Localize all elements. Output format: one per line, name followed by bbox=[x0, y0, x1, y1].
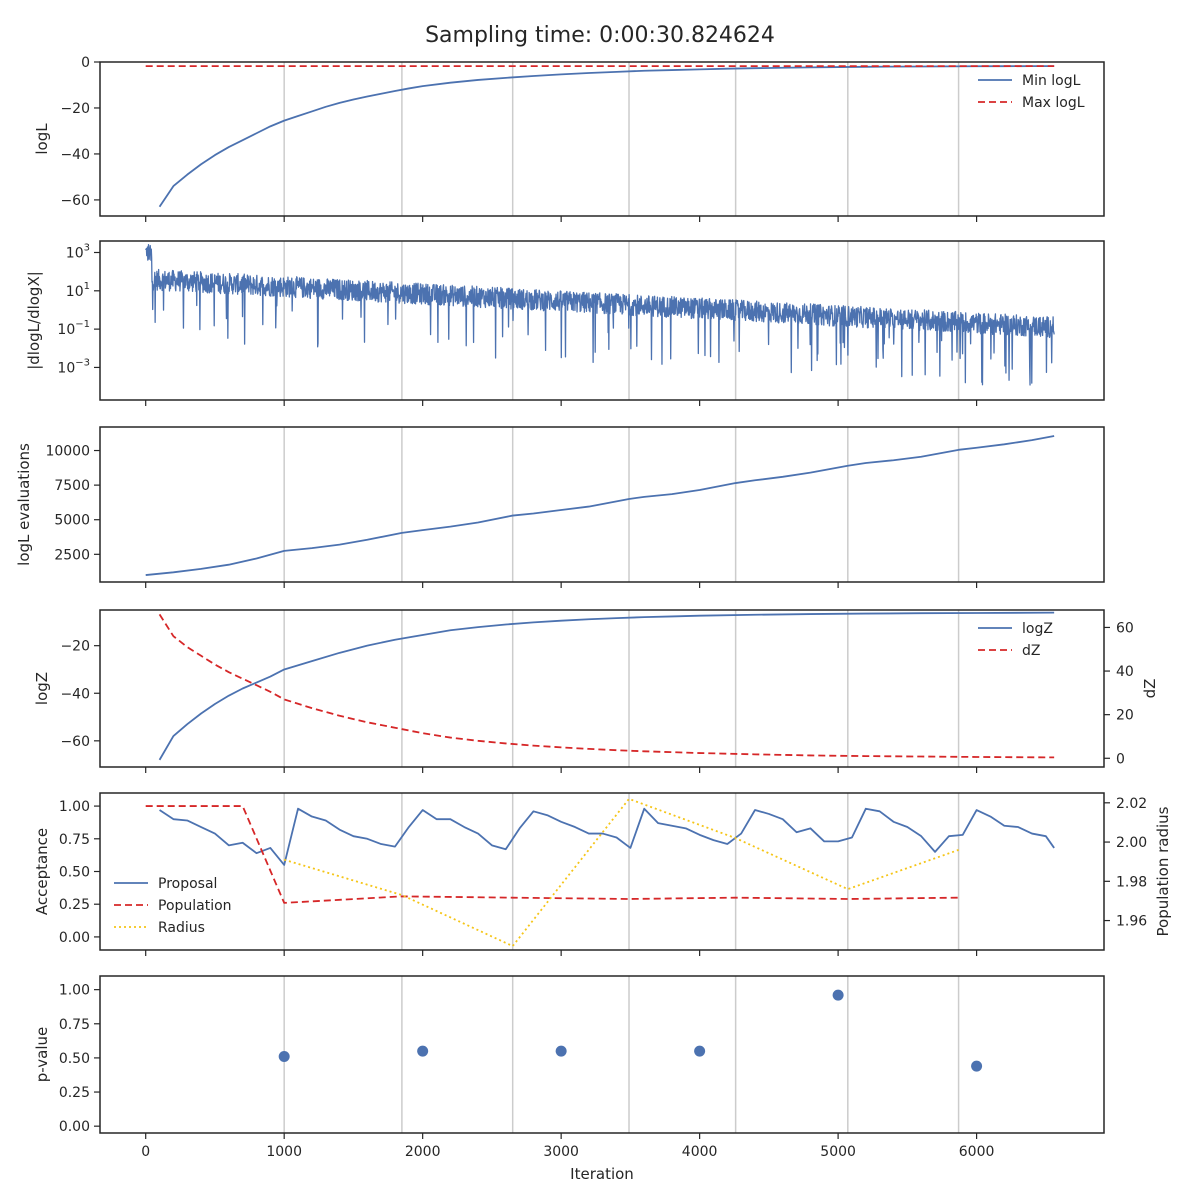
y2-axis-label-acceptance: Population radius bbox=[1154, 806, 1172, 936]
y-tick-label-logZ: −20 bbox=[60, 639, 90, 655]
panel-acceptance: 0.00 0.25 0.50 0.75 1.00 1.96 1.98 2.00 2.02 Acce… bbox=[33, 792, 1172, 956]
legend-entry-logZ: logZ bbox=[1022, 621, 1053, 637]
plot-area-dlogL bbox=[145, 243, 1055, 386]
y-tick-label-logL: 0 bbox=[81, 55, 90, 71]
x-tick-label: 2000 bbox=[405, 1144, 441, 1160]
series-logZ-dz bbox=[158, 613, 1055, 759]
axes-frame-evaluations bbox=[99, 426, 1105, 583]
plot-area-pvalue bbox=[278, 989, 983, 1072]
y-tick-label-logL: −40 bbox=[60, 147, 90, 163]
y-tick-label-acceptance: 0.00 bbox=[59, 930, 90, 946]
y-tick-label-dlogL: 10−1 bbox=[57, 319, 90, 338]
y-tick-label-pvalue: 1.00 bbox=[59, 983, 90, 999]
data-point bbox=[694, 1045, 706, 1057]
x-tick-label: 5000 bbox=[820, 1144, 856, 1160]
plot-area-evaluations bbox=[145, 435, 1055, 576]
axes-frame-logL bbox=[99, 61, 1105, 217]
y-tick-label-dlogL: 101 bbox=[66, 281, 90, 300]
series-acceptance-population bbox=[145, 805, 959, 904]
y2-tick-label-logZ: 40 bbox=[1116, 664, 1134, 680]
x-tick-label: 1000 bbox=[266, 1144, 302, 1160]
x-axis-label: Iteration bbox=[570, 1165, 634, 1183]
y-tick-label-evaluations: 10000 bbox=[45, 444, 90, 460]
data-point bbox=[555, 1045, 567, 1057]
y-tick-label-evaluations: 2500 bbox=[54, 547, 90, 563]
series-evaluations-0 bbox=[145, 435, 1055, 576]
y-tick-label-pvalue: 0.25 bbox=[59, 1085, 90, 1101]
y-tick-label-logZ: −40 bbox=[60, 686, 90, 702]
legend-entry-acceptance: Proposal bbox=[158, 876, 217, 892]
panel-dlogL: 103 101 10−1 10−3 |dlogL/dlogX| bbox=[25, 240, 1105, 406]
y-axis-label-evaluations: logL evaluations bbox=[15, 443, 33, 566]
legend-entry-acceptance: Population bbox=[158, 898, 232, 914]
series-acceptance-proposal bbox=[159, 807, 1055, 866]
panel-logL: 0 −20 −40 −60 logL Min logL Max logL bbox=[33, 55, 1105, 222]
data-point bbox=[832, 989, 844, 1001]
y-tick-label-pvalue: 0.75 bbox=[59, 1017, 90, 1033]
y-tick-label-acceptance: 0.25 bbox=[59, 897, 90, 913]
y-tick-label-acceptance: 0.75 bbox=[59, 832, 90, 848]
series-dlogL-0 bbox=[145, 243, 1055, 386]
y2-axis-label-logZ: dZ bbox=[1141, 679, 1159, 699]
y-axis-label-logZ: logZ bbox=[33, 672, 51, 705]
y-tick-label-acceptance: 0.50 bbox=[59, 865, 90, 881]
figure-title: Sampling time: 0:00:30.824624 bbox=[425, 23, 775, 48]
y2-tick-label-logZ: 60 bbox=[1116, 620, 1134, 636]
axes-frame-dlogL bbox=[99, 240, 1105, 401]
y2-tick-label-acceptance: 1.98 bbox=[1116, 874, 1147, 890]
y2-tick-label-acceptance: 1.96 bbox=[1116, 914, 1147, 930]
data-point bbox=[971, 1060, 983, 1072]
legend-entry-acceptance: Radius bbox=[158, 920, 205, 936]
y-tick-label-logL: −60 bbox=[60, 193, 90, 209]
plot-area-logL bbox=[145, 65, 1055, 208]
y2-tick-label-acceptance: 2.00 bbox=[1116, 835, 1147, 851]
y-tick-label-pvalue: 0.00 bbox=[59, 1119, 90, 1135]
axes-frame-pvalue bbox=[99, 975, 1105, 1134]
axes-frame-acceptance bbox=[99, 792, 1105, 951]
legend-entry-logL: Min logL bbox=[1022, 73, 1081, 89]
y-axis-label-logL: logL bbox=[33, 123, 51, 155]
y-tick-label-logZ: −60 bbox=[60, 734, 90, 750]
y-tick-label-logL: −20 bbox=[60, 101, 90, 117]
y-axis-label-acceptance: Acceptance bbox=[33, 828, 51, 915]
y-tick-label-acceptance: 1.00 bbox=[59, 799, 90, 815]
plot-area-acceptance bbox=[145, 797, 1055, 947]
y2-tick-label-logZ: 20 bbox=[1116, 708, 1134, 724]
panel-logZ: −20 −40 −60 0 20 40 60 logZ dZ logZ dZ bbox=[33, 609, 1159, 773]
y-tick-label-evaluations: 7500 bbox=[54, 478, 90, 494]
legend-entry-logZ: dZ bbox=[1022, 643, 1040, 659]
legend-entry-logL: Max logL bbox=[1022, 95, 1085, 111]
axes-frame-logZ bbox=[99, 609, 1105, 768]
series-logZ-logz bbox=[158, 611, 1055, 761]
panel-pvalue: 0.00 0.25 0.50 0.75 1.00 0 1000 2000 3000 4000 500… bbox=[33, 975, 1105, 1160]
y-tick-label-dlogL: 103 bbox=[66, 242, 90, 261]
series-acceptance-radius bbox=[283, 797, 959, 947]
panel-evaluations: 2500 5000 7500 10000 logL evaluations bbox=[15, 426, 1105, 588]
x-tick-label: 6000 bbox=[959, 1144, 995, 1160]
plot-area-logZ bbox=[158, 611, 1055, 761]
y2-tick-label-logZ: 0 bbox=[1116, 751, 1125, 767]
x-tick-label: 4000 bbox=[682, 1144, 718, 1160]
series-logL-min-logl bbox=[158, 65, 1055, 208]
y-tick-label-evaluations: 5000 bbox=[54, 513, 90, 529]
y-tick-label-pvalue: 0.50 bbox=[59, 1051, 90, 1067]
x-tick-label: 3000 bbox=[543, 1144, 579, 1160]
y-axis-label-pvalue: p-value bbox=[33, 1027, 51, 1083]
data-point bbox=[417, 1045, 429, 1057]
y-tick-label-dlogL: 10−3 bbox=[57, 357, 90, 376]
y2-tick-label-acceptance: 2.02 bbox=[1116, 796, 1147, 812]
y-axis-label-dlogL: |dlogL/dlogX| bbox=[25, 271, 43, 370]
x-tick-label: 0 bbox=[141, 1144, 150, 1160]
data-point bbox=[278, 1051, 290, 1063]
